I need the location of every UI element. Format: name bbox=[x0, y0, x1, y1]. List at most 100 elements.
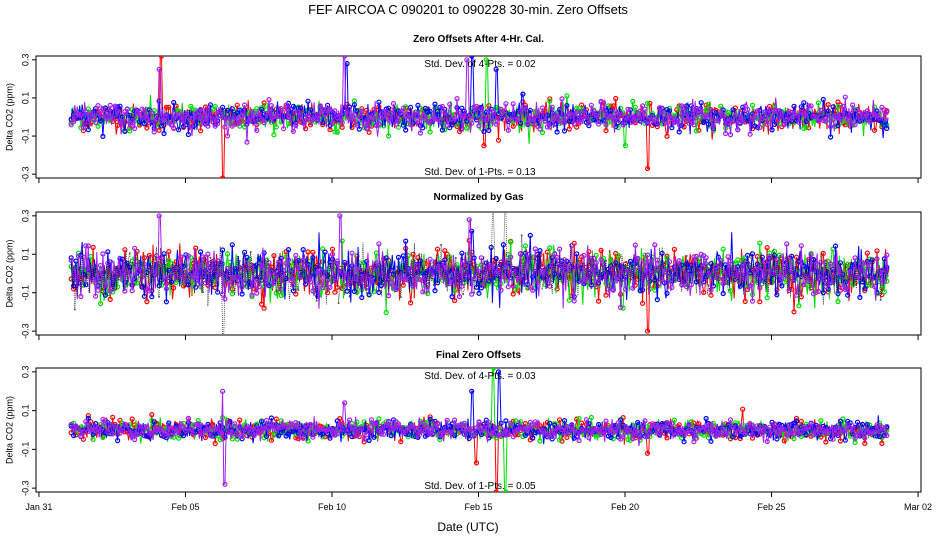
data-point-green bbox=[766, 250, 773, 256]
data-point-blue bbox=[884, 125, 890, 131]
data-point-purple bbox=[864, 108, 870, 114]
data-point-purple bbox=[408, 121, 414, 128]
data-point-red bbox=[193, 245, 199, 251]
data-point-black bbox=[110, 271, 113, 273]
data-point-purple bbox=[376, 121, 382, 127]
data-point-black bbox=[476, 271, 479, 274]
data-point-blue bbox=[473, 284, 480, 290]
data-point-green bbox=[354, 289, 360, 295]
data-point-blue bbox=[574, 251, 580, 257]
data-point-blue bbox=[881, 119, 888, 125]
data-point-black bbox=[268, 267, 270, 270]
data-point-blue bbox=[403, 127, 409, 133]
chart-title: FEF AIRCOA C 090201 to 090228 30-min. Ze… bbox=[308, 2, 628, 17]
annotation-4pts: Std. Dev. of 4-Pts. = 0.03 bbox=[424, 371, 536, 382]
data-point-red bbox=[708, 292, 714, 298]
data-point-blue bbox=[425, 109, 431, 115]
data-point-blue bbox=[481, 128, 487, 135]
data-point-black bbox=[861, 275, 864, 278]
data-point-red bbox=[144, 125, 150, 131]
data-point-blue bbox=[408, 104, 414, 111]
data-point-purple bbox=[420, 113, 426, 119]
data-point-purple bbox=[222, 124, 228, 130]
data-point-purple bbox=[486, 107, 492, 113]
data-point-purple bbox=[307, 116, 314, 122]
data-point-black bbox=[443, 278, 446, 281]
data-point-black bbox=[627, 267, 629, 270]
data-point-black bbox=[194, 257, 197, 260]
data-point-green bbox=[788, 258, 795, 265]
data-point-blue bbox=[100, 133, 106, 139]
data-point-purple bbox=[503, 101, 509, 107]
data-point-red bbox=[114, 122, 121, 129]
data-point-blue bbox=[449, 122, 455, 128]
data-point-blue bbox=[344, 288, 350, 294]
data-point-purple bbox=[78, 111, 84, 118]
data-point-purple bbox=[747, 131, 753, 137]
data-point-blue bbox=[803, 119, 809, 125]
data-point-black bbox=[876, 269, 878, 271]
data-point-black bbox=[180, 270, 183, 273]
data-point-red bbox=[310, 249, 316, 255]
data-point-purple bbox=[278, 105, 284, 112]
data-point-black bbox=[279, 288, 281, 291]
data-point-purple bbox=[317, 103, 323, 109]
data-point-red bbox=[639, 300, 646, 306]
data-point-black bbox=[300, 267, 303, 270]
data-point-purple bbox=[237, 120, 243, 126]
data-point-blue bbox=[742, 111, 748, 118]
data-point-blue bbox=[351, 288, 357, 294]
data-point-purple bbox=[339, 119, 345, 126]
data-point-purple bbox=[615, 117, 621, 123]
data-point-red bbox=[510, 291, 516, 297]
data-point-black bbox=[685, 255, 688, 257]
data-point-black bbox=[879, 298, 882, 301]
data-point-blue bbox=[163, 299, 169, 305]
data-point-black bbox=[260, 268, 263, 271]
data-point-purple bbox=[151, 129, 157, 135]
data-point-purple bbox=[92, 119, 99, 126]
data-point-purple bbox=[754, 108, 761, 114]
data-point-purple bbox=[669, 115, 675, 122]
data-point-purple bbox=[320, 106, 326, 113]
data-point-purple bbox=[644, 120, 651, 127]
data-point-red bbox=[349, 124, 355, 131]
data-point-red bbox=[554, 286, 560, 292]
data-point-purple bbox=[395, 118, 401, 124]
data-point-blue bbox=[119, 256, 126, 262]
data-point-purple bbox=[281, 126, 287, 132]
data-point-black bbox=[333, 262, 336, 265]
data-point-purple bbox=[810, 113, 817, 119]
data-point-green bbox=[664, 255, 670, 261]
data-point-purple bbox=[229, 123, 235, 129]
data-point-purple bbox=[727, 132, 734, 138]
data-point-black bbox=[458, 288, 461, 291]
data-point-blue bbox=[242, 249, 248, 255]
data-point-black bbox=[275, 290, 278, 293]
data-point-purple bbox=[242, 102, 248, 108]
data-point-purple bbox=[124, 106, 130, 113]
data-point-purple bbox=[823, 118, 829, 124]
data-point-purple bbox=[869, 112, 875, 118]
data-point-green bbox=[254, 106, 260, 112]
data-point-green bbox=[515, 283, 521, 289]
data-point-blue bbox=[403, 238, 409, 244]
data-point-green bbox=[95, 123, 101, 129]
data-point-purple bbox=[469, 120, 475, 126]
data-point-green bbox=[522, 243, 529, 249]
data-point-purple bbox=[403, 112, 409, 118]
data-point-green bbox=[176, 108, 182, 114]
data-point-purple bbox=[766, 107, 773, 113]
data-point-purple bbox=[400, 105, 406, 111]
data-point-blue bbox=[517, 120, 524, 126]
data-point-red bbox=[415, 255, 421, 261]
data-point-purple bbox=[705, 113, 712, 119]
data-point-purple bbox=[859, 113, 866, 119]
data-point-purple bbox=[449, 116, 455, 122]
data-point-purple bbox=[722, 130, 729, 137]
data-point-red bbox=[400, 282, 406, 288]
data-point-green bbox=[447, 254, 453, 260]
data-point-black bbox=[70, 258, 73, 261]
data-point-black bbox=[810, 285, 813, 288]
